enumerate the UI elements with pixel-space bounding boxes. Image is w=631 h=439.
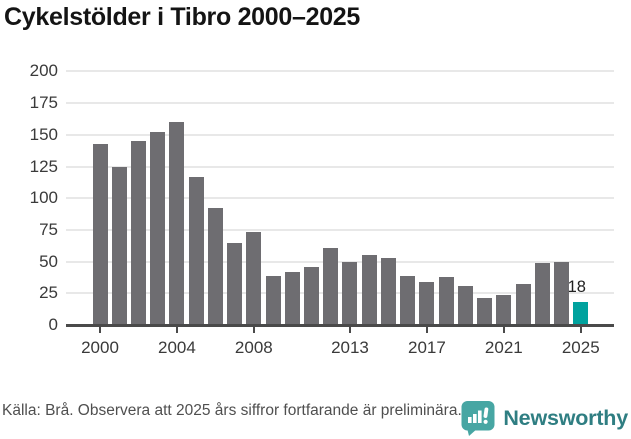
- bar-2024: [554, 261, 570, 325]
- bar-2004: [169, 122, 185, 325]
- bar-2005: [188, 176, 204, 325]
- bar-2001: [111, 166, 127, 325]
- bar-2011: [304, 266, 320, 325]
- bar-2013: [342, 261, 358, 325]
- x-tick-2008: [252, 327, 255, 333]
- bar-2021: [496, 294, 512, 325]
- bar-value-label-2025: 18: [567, 278, 586, 297]
- bar-2018: [438, 276, 454, 325]
- y-axis-label-100: 100: [29, 188, 58, 208]
- x-tick-2000: [99, 327, 101, 333]
- gridline-200: [66, 70, 614, 73]
- source-note: Källa: Brå. Observera att 2025 års siffr…: [2, 402, 462, 419]
- bar-2025: [573, 302, 589, 325]
- bar-2020: [477, 298, 493, 325]
- y-axis-label-25: 25: [39, 283, 58, 303]
- y-axis-label-150: 150: [29, 124, 58, 144]
- bar-2008: [246, 232, 262, 325]
- gridline-75: [66, 228, 614, 231]
- x-tick-2004: [175, 327, 178, 333]
- bar-2006: [207, 208, 223, 325]
- y-axis-label-125: 125: [29, 156, 58, 176]
- x-axis-line: [66, 324, 614, 327]
- bar-2010: [284, 271, 300, 325]
- newsworthy-speech-bubble-chart-icon: [461, 400, 495, 436]
- bar-2019: [457, 285, 473, 325]
- x-axis-label-2013: 2013: [331, 338, 369, 357]
- x-axis-label-2000: 2000: [81, 338, 119, 357]
- bar-2003: [150, 132, 166, 325]
- gridline-100: [66, 197, 614, 200]
- newsworthy-wordmark: Newsworthy: [503, 405, 628, 430]
- bar-2017: [419, 281, 435, 325]
- x-axis-label-2017: 2017: [407, 338, 446, 357]
- y-axis-label-175: 175: [29, 93, 58, 113]
- gridline-150: [66, 133, 614, 136]
- x-tick-2013: [348, 327, 351, 333]
- x-tick-2017: [425, 327, 428, 333]
- bar-2014: [361, 255, 377, 325]
- x-axis-label-2025: 2025: [561, 338, 600, 357]
- bar-2022: [515, 284, 531, 325]
- newsworthy-logo: Newsworthy: [461, 400, 628, 436]
- bar-2023: [534, 262, 550, 325]
- x-tick-2025: [579, 327, 582, 333]
- y-axis-label-75: 75: [39, 219, 58, 239]
- gridline-175: [66, 102, 614, 105]
- x-axis-label-2008: 2008: [234, 338, 273, 357]
- y-axis-label-50: 50: [39, 251, 58, 271]
- bar-chart-plot-area: 0 25 50 75 100 125 150 175 200 2000 2004 2008 2013 20…: [29, 61, 614, 357]
- bar-2000: [92, 143, 108, 325]
- chart-title: Cykelstölder i Tibro 2000–2025: [4, 3, 361, 31]
- bar-2009: [265, 275, 281, 325]
- bar-2002: [130, 141, 146, 325]
- y-axis-label-0: 0: [48, 315, 58, 334]
- bar-2007: [227, 242, 243, 325]
- gridline-125: [66, 165, 614, 168]
- bar-2015: [380, 257, 396, 325]
- bar-2016: [400, 275, 416, 325]
- gridline-25: [66, 292, 614, 295]
- bar-2012: [323, 247, 339, 325]
- y-axis-label-200: 200: [29, 61, 58, 81]
- gridline-50: [66, 260, 614, 263]
- x-axis-label-2004: 2004: [157, 338, 196, 357]
- x-axis-label-2021: 2021: [484, 338, 523, 357]
- x-tick-2021: [502, 327, 505, 333]
